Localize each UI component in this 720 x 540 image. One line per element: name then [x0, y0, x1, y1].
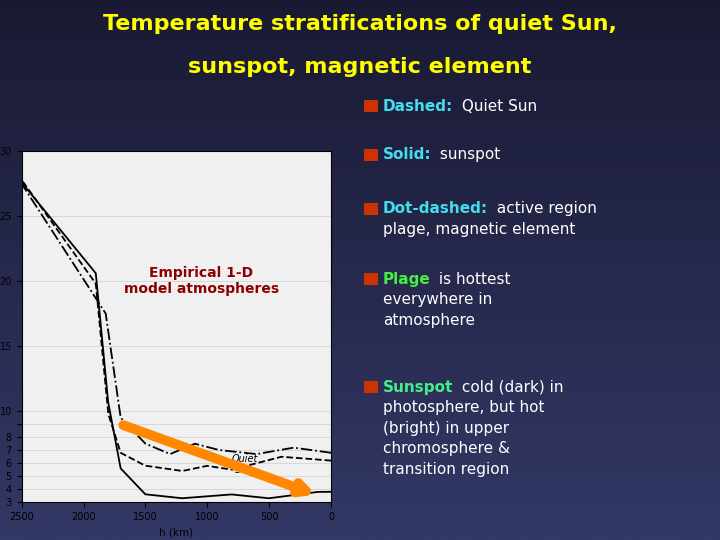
Text: Empirical 1-D
model atmospheres: Empirical 1-D model atmospheres [124, 266, 279, 296]
Text: sunspot: sunspot [436, 147, 500, 163]
Text: atmosphere: atmosphere [383, 313, 475, 328]
Text: plage, magnetic element: plage, magnetic element [383, 222, 575, 237]
Text: Sunspot: Sunspot [383, 380, 454, 395]
Text: sunspot, magnetic element: sunspot, magnetic element [189, 57, 531, 77]
X-axis label: h (km): h (km) [159, 528, 194, 537]
Text: Dashed:: Dashed: [383, 99, 454, 114]
Text: transition region: transition region [383, 462, 509, 477]
Text: (bright) in upper: (bright) in upper [383, 421, 509, 436]
Text: active region: active region [492, 201, 597, 217]
Text: is hottest: is hottest [434, 272, 511, 287]
Text: Solid:: Solid: [383, 147, 432, 163]
Text: Dot-dashed:: Dot-dashed: [383, 201, 488, 217]
Text: Plage: Plage [383, 272, 431, 287]
Text: Quiet
Sun: Quiet Sun [231, 454, 258, 475]
Text: Quiet Sun: Quiet Sun [457, 99, 537, 114]
Text: chromosphere &: chromosphere & [383, 441, 510, 456]
Text: Temperature stratifications of quiet Sun,: Temperature stratifications of quiet Sun… [103, 14, 617, 33]
Text: everywhere in: everywhere in [383, 292, 492, 307]
Text: photosphere, but hot: photosphere, but hot [383, 400, 544, 415]
Text: cold (dark) in: cold (dark) in [457, 380, 564, 395]
